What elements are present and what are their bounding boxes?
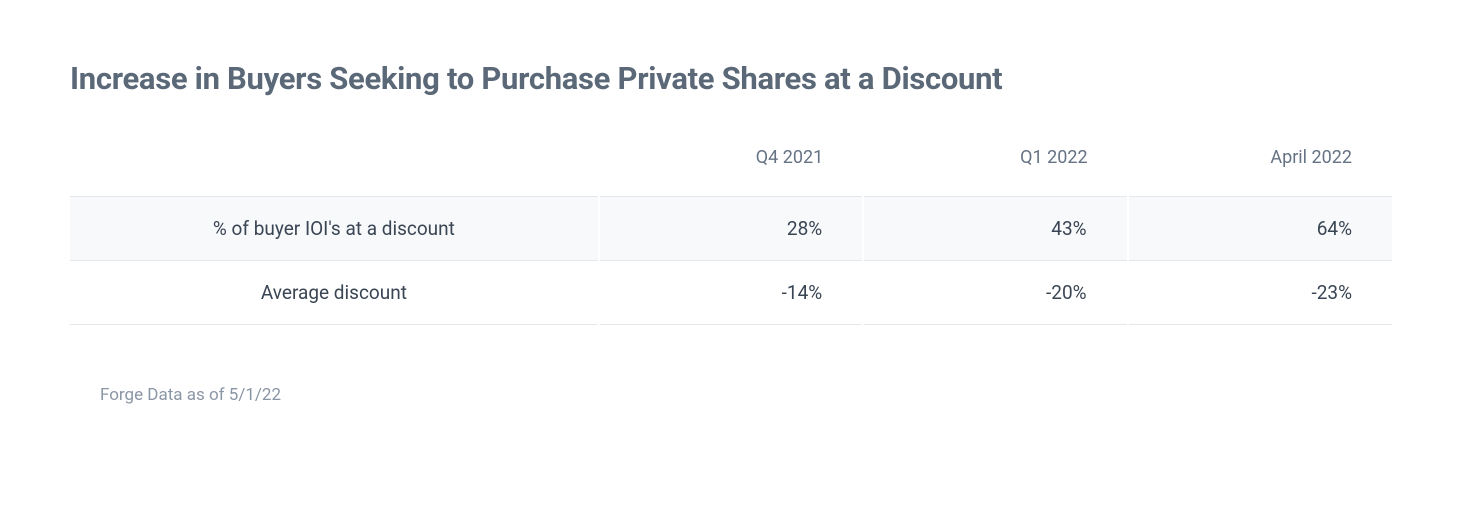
table-cell: 28% [599,197,863,261]
table-cell: -23% [1128,261,1392,325]
table-row-label: % of buyer IOI's at a discount [70,197,599,261]
chart-title: Increase in Buyers Seeking to Purchase P… [70,60,1392,97]
table-cell: 43% [863,197,1127,261]
table-row: Average discount -14% -20% -23% [70,261,1392,325]
data-source-footnote: Forge Data as of 5/1/22 [100,385,1392,405]
table-header-empty [70,147,599,197]
table-row: % of buyer IOI's at a discount 28% 43% 6… [70,197,1392,261]
table-cell: -20% [863,261,1127,325]
table-row-label: Average discount [70,261,599,325]
table-column-header: April 2022 [1128,147,1392,197]
table-cell: -14% [599,261,863,325]
table-column-header: Q4 2021 [599,147,863,197]
table-cell: 64% [1128,197,1392,261]
data-table: Q4 2021 Q1 2022 April 2022 % of buyer IO… [70,147,1392,325]
table-header-row: Q4 2021 Q1 2022 April 2022 [70,147,1392,197]
table-column-header: Q1 2022 [863,147,1127,197]
